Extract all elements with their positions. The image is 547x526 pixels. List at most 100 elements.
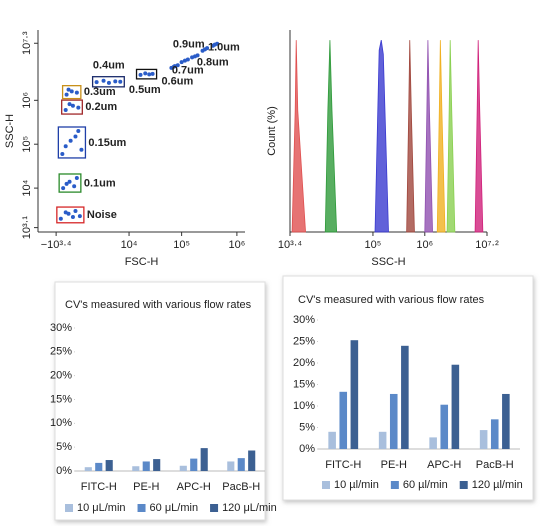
point — [67, 102, 72, 107]
legend-swatch — [137, 504, 146, 512]
population-label: 0.2um — [85, 101, 117, 113]
population-label: Noise — [87, 209, 117, 221]
point — [68, 138, 73, 143]
point — [113, 79, 118, 84]
x-tick-label: −10³·⁴ — [41, 239, 72, 251]
bar — [190, 458, 198, 471]
bar — [179, 465, 187, 471]
x-tick-label: 10⁶ — [416, 239, 433, 251]
x-tick-label: APC-H — [427, 459, 461, 471]
point — [106, 80, 111, 85]
y-tick-label: 0% — [299, 443, 315, 455]
bar — [378, 431, 387, 449]
bar — [350, 340, 359, 449]
point — [147, 72, 152, 77]
population-label: 1.0um — [208, 42, 240, 54]
y-tick-label: 15% — [50, 393, 72, 405]
point — [60, 151, 65, 156]
bar — [401, 345, 409, 449]
histogram — [324, 40, 338, 233]
histogram — [406, 40, 415, 233]
x-tick-label: 10⁵ — [365, 239, 382, 251]
bar — [153, 459, 161, 471]
point — [61, 186, 66, 191]
gate — [91, 76, 125, 88]
bar — [105, 460, 113, 471]
bar — [142, 461, 150, 471]
legend-swatch — [322, 481, 330, 489]
gate — [57, 126, 87, 159]
histogram — [446, 40, 456, 233]
gate — [61, 99, 83, 115]
point — [215, 41, 220, 46]
legend-swatch — [210, 504, 219, 512]
x-tick-label: APC-H — [177, 481, 211, 493]
x-tick-label: 10⁴ — [121, 239, 138, 251]
point — [76, 105, 81, 110]
bar — [248, 450, 256, 471]
gate — [135, 68, 158, 80]
x-tick-label: FITC-H — [81, 481, 117, 493]
point — [64, 181, 69, 186]
point — [175, 63, 180, 68]
point — [205, 46, 210, 51]
chart-title: CV's measured with various flow rates — [298, 294, 485, 306]
point — [70, 103, 75, 108]
point — [74, 90, 79, 95]
y-tick-label: 10³·¹ — [21, 216, 33, 240]
x-tick-label: 10⁶ — [229, 239, 246, 251]
x-tick-label: PE-H — [133, 481, 159, 493]
point — [171, 64, 176, 69]
point — [70, 214, 75, 219]
point — [79, 147, 84, 152]
point — [143, 71, 148, 76]
point — [77, 214, 82, 219]
x-tick-label: 10³·⁴ — [278, 239, 303, 251]
point — [138, 72, 143, 77]
point — [94, 80, 99, 85]
point — [150, 71, 155, 76]
y-tick-label: 10⁶ — [21, 92, 33, 109]
y-tick-label: 10% — [293, 400, 315, 412]
panel — [54, 281, 266, 521]
y-tick-label: 0% — [56, 465, 72, 477]
y-tick-label: 10% — [50, 417, 72, 429]
point — [63, 108, 68, 113]
bar — [451, 364, 460, 449]
histogram — [424, 40, 433, 233]
legend-swatch — [65, 504, 73, 512]
population-label: 0.9um — [173, 38, 205, 50]
chart-title: CV's measured with various flow rates — [65, 299, 252, 311]
population-label: 0.1um — [84, 177, 116, 189]
x-axis-label: FSC-H — [125, 256, 159, 268]
y-tick-label: 25% — [293, 335, 315, 347]
bar — [237, 458, 245, 471]
legend-swatch — [390, 481, 399, 489]
y-tick-label: 10⁵ — [21, 136, 33, 153]
x-tick-label: FITC-H — [325, 459, 361, 471]
point — [76, 129, 81, 133]
point — [101, 78, 106, 83]
point — [66, 87, 71, 92]
gate — [58, 173, 82, 193]
legend-label: 60 μL/min — [150, 502, 199, 514]
point — [72, 184, 77, 189]
point — [73, 134, 78, 139]
population-label: 0.5um — [129, 84, 161, 96]
bar — [339, 391, 348, 449]
point — [73, 209, 78, 214]
population-label: 0.6um — [161, 75, 193, 87]
legend-label: 10 μL/min — [77, 502, 126, 514]
x-tick-label: 10⁵ — [173, 239, 190, 251]
bar — [328, 431, 336, 449]
point — [195, 53, 200, 58]
point — [179, 60, 184, 65]
legend-label: 10 µl/min — [334, 479, 379, 491]
y-tick-label: 25% — [50, 346, 72, 358]
x-tick-label: PacB-H — [476, 459, 514, 471]
population-label: 0.4um — [93, 60, 125, 72]
legend-label: 120 µl/min — [472, 479, 523, 491]
point — [63, 210, 68, 215]
